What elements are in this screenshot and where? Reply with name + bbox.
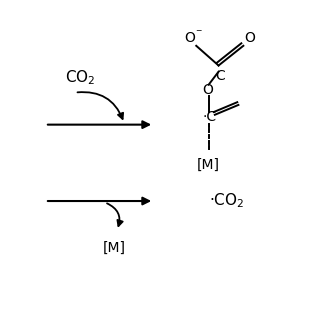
FancyArrowPatch shape (77, 92, 123, 119)
Text: [M]: [M] (103, 241, 126, 255)
Text: O: O (244, 30, 255, 44)
Text: ·CO$_2$: ·CO$_2$ (209, 192, 244, 210)
Text: $^{-}$: $^{-}$ (195, 28, 203, 38)
Text: C: C (215, 69, 225, 83)
FancyArrowPatch shape (107, 203, 123, 226)
Text: O: O (202, 83, 213, 97)
Text: O: O (185, 30, 196, 44)
Text: CO$_2$: CO$_2$ (65, 68, 95, 87)
Text: [M]: [M] (197, 158, 220, 172)
Text: ·C: ·C (203, 110, 217, 124)
